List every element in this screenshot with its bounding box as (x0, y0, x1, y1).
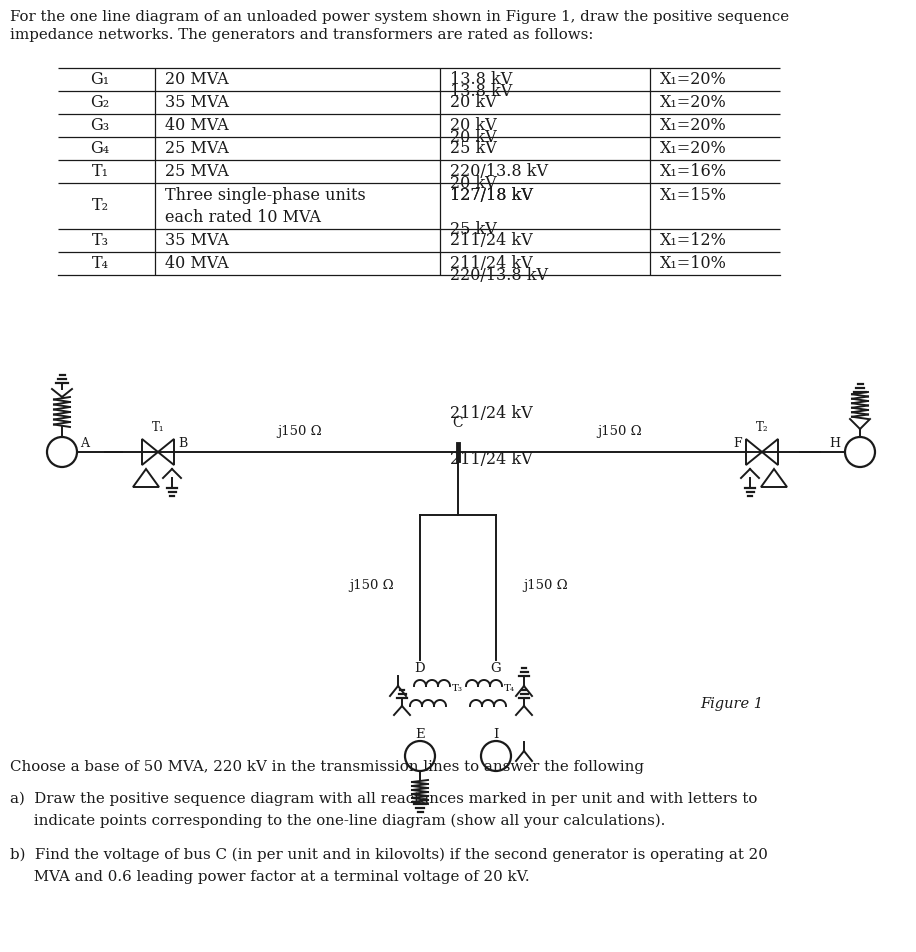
Text: G₄: G₄ (91, 140, 110, 157)
Text: j150 Ω: j150 Ω (278, 425, 322, 438)
Text: T₂: T₂ (756, 421, 769, 434)
Text: A: A (80, 437, 89, 450)
Text: B: B (178, 437, 187, 450)
Text: 35 MVA: 35 MVA (165, 94, 229, 111)
Text: indicate points corresponding to the one-line diagram (show all your calculation: indicate points corresponding to the one… (10, 814, 665, 828)
Text: T₄: T₄ (504, 684, 515, 693)
Text: C: C (453, 416, 463, 430)
Text: T₁: T₁ (92, 163, 108, 180)
Text: T₂: T₂ (92, 197, 109, 214)
Text: 220/13.8 kV: 220/13.8 kV (450, 163, 548, 180)
Text: 220/13.8 kV: 220/13.8 kV (450, 267, 548, 284)
Text: 40 MVA: 40 MVA (165, 255, 229, 272)
Text: X₁=10%: X₁=10% (660, 255, 727, 272)
Text: G₃: G₃ (91, 117, 110, 134)
Text: 211/24 kV: 211/24 kV (450, 405, 532, 422)
Text: X₁=15%: X₁=15% (660, 187, 727, 204)
Text: j150 Ω: j150 Ω (524, 579, 568, 591)
Text: 25 MVA: 25 MVA (165, 140, 229, 157)
Text: E: E (415, 728, 425, 741)
Text: 25 kV: 25 kV (450, 140, 496, 157)
Text: X₁=20%: X₁=20% (660, 117, 726, 134)
Text: 13.8 kV: 13.8 kV (450, 83, 512, 100)
Text: Choose a base of 50 MVA, 220 kV in the transmission lines to answer the followin: Choose a base of 50 MVA, 220 kV in the t… (10, 760, 644, 774)
Text: 211/24 kV: 211/24 kV (450, 232, 532, 249)
Text: X₁=12%: X₁=12% (660, 232, 727, 249)
Text: H: H (829, 437, 840, 450)
Text: b)  Find the voltage of bus C (in per unit and in kilovolts) if the second gener: b) Find the voltage of bus C (in per uni… (10, 848, 768, 863)
Text: X₁=20%: X₁=20% (660, 140, 726, 157)
Text: 13.8 kV: 13.8 kV (450, 71, 512, 88)
Text: X₁=20%: X₁=20% (660, 94, 726, 111)
Text: T₁: T₁ (152, 421, 164, 434)
Text: 20 MVA: 20 MVA (165, 71, 229, 88)
Text: 127/18 kV: 127/18 kV (450, 187, 533, 204)
Text: T₃: T₃ (452, 684, 463, 693)
Text: G₁: G₁ (91, 71, 110, 88)
Text: 35 MVA: 35 MVA (165, 232, 229, 249)
Text: G: G (491, 662, 501, 675)
Text: 25 MVA: 25 MVA (165, 163, 229, 180)
Text: T₃: T₃ (92, 232, 109, 249)
Text: Three single-phase units: Three single-phase units (165, 187, 365, 204)
Text: a)  Draw the positive sequence diagram with all reactances marked in per unit an: a) Draw the positive sequence diagram wi… (10, 792, 758, 806)
Text: 20 kV: 20 kV (450, 174, 496, 191)
Text: 211/24 kV: 211/24 kV (450, 450, 532, 467)
Text: X₁=20%: X₁=20% (660, 71, 726, 88)
Text: MVA and 0.6 leading power factor at a terminal voltage of 20 kV.: MVA and 0.6 leading power factor at a te… (10, 870, 529, 884)
Text: Figure 1: Figure 1 (700, 697, 763, 711)
Text: impedance networks. The generators and transformers are rated as follows:: impedance networks. The generators and t… (10, 28, 594, 42)
Text: For the one line diagram of an unloaded power system shown in Figure 1, draw the: For the one line diagram of an unloaded … (10, 10, 789, 24)
Text: D: D (415, 662, 425, 675)
Text: each rated 10 MVA: each rated 10 MVA (165, 208, 321, 226)
Text: j150 Ω: j150 Ω (597, 425, 642, 438)
Text: 20 kV: 20 kV (450, 117, 496, 134)
Text: 40 MVA: 40 MVA (165, 117, 229, 134)
Text: 25 kV: 25 kV (450, 221, 496, 237)
Text: T₄: T₄ (92, 255, 108, 272)
Text: 20 kV: 20 kV (450, 129, 496, 146)
Text: G₂: G₂ (91, 94, 110, 111)
Text: F: F (734, 437, 742, 450)
Text: 127/18 kV: 127/18 kV (450, 187, 533, 204)
Text: 20 kV: 20 kV (450, 94, 496, 111)
Text: j150 Ω: j150 Ω (350, 579, 394, 591)
Text: X₁=16%: X₁=16% (660, 163, 727, 180)
Text: 211/24 kV: 211/24 kV (450, 255, 532, 272)
Text: I: I (494, 728, 498, 741)
